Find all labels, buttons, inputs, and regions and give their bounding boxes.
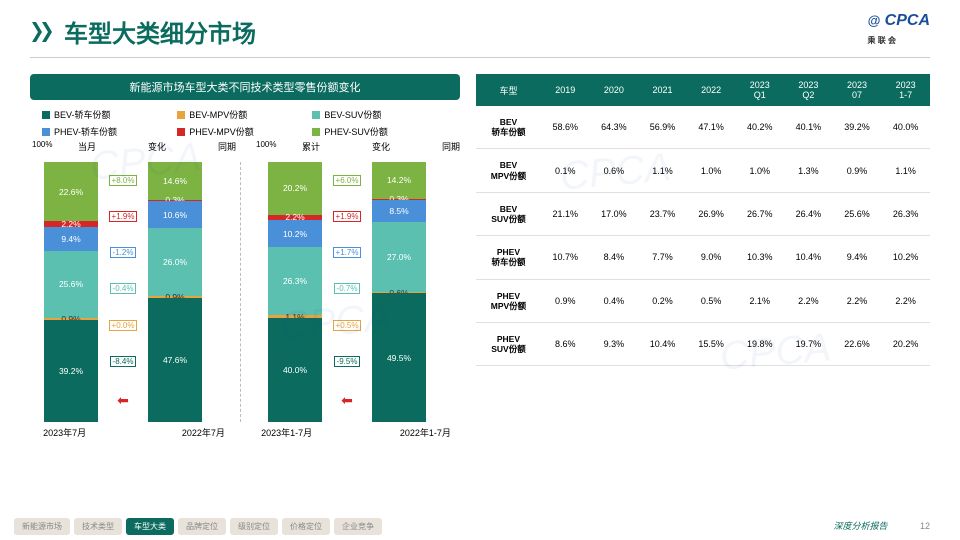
nav-tab[interactable]: 级别定位 [230,518,278,535]
table-row: BEVSUV份额21.1%17.0%23.7%26.9%26.7%26.4%25… [476,192,930,235]
nav-tab[interactable]: 品牌定位 [178,518,226,535]
table-header: 2023Q1 [735,74,784,106]
bar: 39.2%0.9%25.6%9.4%2.2%22.6% [44,162,98,422]
bar-segment: 8.5% [372,200,426,222]
bar-segment: 26.0% [148,228,202,296]
bar-segment: 25.6% [44,251,98,318]
nav-tab[interactable]: 价格定位 [282,518,330,535]
legend: BEV-轿车份额BEV-MPV份额BEV-SUV份额PHEV-轿车份额PHEV-… [30,100,460,142]
table-header: 20231-7 [881,74,930,106]
nav-tab[interactable]: 车型大类 [126,518,174,535]
table-header: 2022 [687,74,736,106]
bar: 40.0%1.1%26.3%10.2%2.2%20.2% [268,162,322,422]
legend-item: BEV-轿车份额 [42,108,177,121]
legend-item: PHEV-MPV份额 [177,125,312,138]
footer-text: 深度分析报告 [833,521,887,531]
logo: @ CPCA 乘 联 会 [868,12,930,48]
bar-segment: 9.4% [44,227,98,251]
x-axis: 2023年7月2022年7月2023年1-7月2022年1-7月 [30,422,460,439]
page-title: 车型大类细分市场 [64,14,256,49]
footer: 新能源市场技术类型车型大类品牌定位级别定位价格定位企业竞争 深度分析报告 12 [0,512,960,540]
bar-segment: 10.2% [268,220,322,247]
table-header: 2023Q2 [784,74,833,106]
bar-segment: 26.3% [268,247,322,315]
change-column: +6.0%+1.9%+1.7%-0.7%+0.5%-9.5%⬅ [322,162,372,422]
table-row: BEV轿车份额58.6%64.3%56.9%47.1%40.2%40.1%39.… [476,106,930,149]
page-number: 12 [920,521,930,531]
table-row: PHEV轿车份额10.7%8.4%7.7%9.0%10.3%10.4%9.4%1… [476,236,930,279]
table-header: 2019 [541,74,590,106]
bar-segment: 22.6% [44,162,98,221]
table-row: PHEVMPV份额0.9%0.4%0.2%0.5%2.1%2.2%2.2%2.2… [476,279,930,322]
bar: 47.6%0.9%26.0%10.6%0.3%14.6% [148,162,202,422]
table-panel: 车型20192020202120222023Q12023Q22023072023… [476,74,930,439]
bar-segment: 27.0% [372,222,426,292]
bar-segment: 20.2% [268,162,322,215]
chart-panel: 新能源市场车型大类不同技术类型零售份额变化 BEV-轿车份额BEV-MPV份额B… [30,74,460,439]
nav-tab[interactable]: 技术类型 [74,518,122,535]
table-header: 2020 [590,74,639,106]
bar-segment: 10.6% [148,201,202,229]
legend-item: PHEV-SUV份额 [312,125,447,138]
table-header: 2021 [638,74,687,106]
table-header: 202307 [833,74,882,106]
bar-segment: 39.2% [44,320,98,422]
table-header: 车型 [476,74,541,106]
bar-segment: 14.6% [148,162,202,200]
chevron-icon [30,22,54,42]
bar-segment: 40.0% [268,318,322,422]
change-column: +8.0%+1.9%-1.2%-0.4%+0.0%-8.4%⬅ [98,162,148,422]
legend-item: BEV-MPV份额 [177,108,312,121]
nav-tab[interactable]: 企业竞争 [334,518,382,535]
bar: 49.5%0.6%27.0%8.5%0.3%14.2% [372,162,426,422]
table-row: PHEVSUV份额8.6%9.3%10.4%15.5%19.8%19.7%22.… [476,322,930,365]
nav-tab[interactable]: 新能源市场 [14,518,70,535]
bar-segment: 49.5% [372,293,426,422]
bar-segment: 47.6% [148,298,202,422]
legend-item: BEV-SUV份额 [312,108,447,121]
table-row: BEVMPV份额0.1%0.6%1.1%1.0%1.0%1.3%0.9%1.1% [476,149,930,192]
stacked-bar-chart: 100% 当月变化同期39.2%0.9%25.6%9.4%2.2%22.6%+8… [30,142,460,422]
header: 车型大类细分市场 [0,0,960,57]
chart-title: 新能源市场车型大类不同技术类型零售份额变化 [30,74,460,100]
data-table: 车型20192020202120222023Q12023Q22023072023… [476,74,930,366]
legend-item: PHEV-轿车份额 [42,125,177,138]
